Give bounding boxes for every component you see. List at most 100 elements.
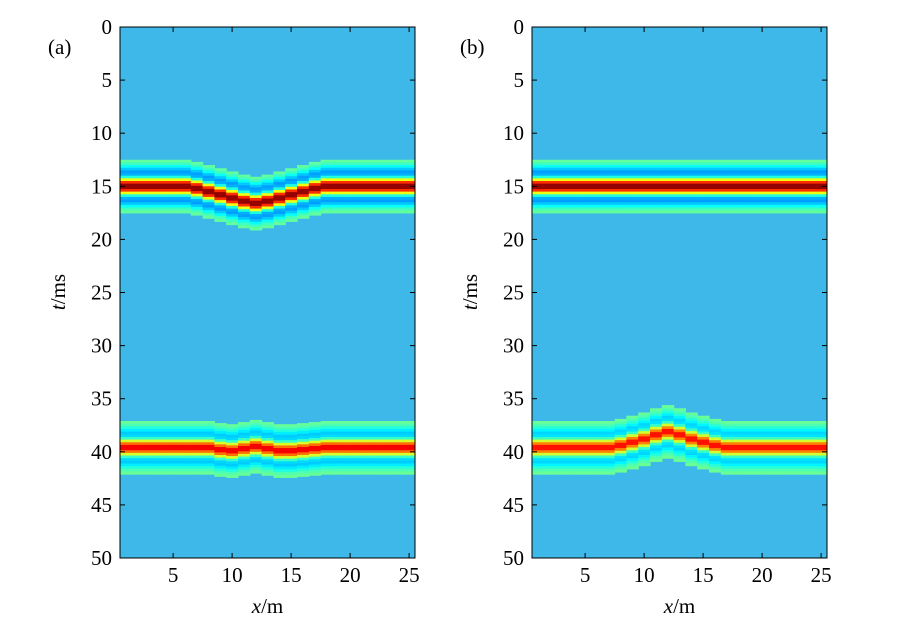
heatmap-cell [791, 165, 804, 169]
heatmap-cell [190, 463, 204, 467]
heatmap-cell [367, 436, 381, 441]
heatmap-cell [332, 434, 345, 438]
heatmap-cell [344, 444, 357, 449]
heatmap-cell [261, 211, 274, 216]
heatmap-cell [167, 196, 180, 201]
heatmap-cell [308, 456, 322, 460]
heatmap-cell [673, 199, 686, 203]
heatmap-cell [614, 186, 627, 190]
heatmap-cell [261, 187, 274, 192]
heatmap-cell [356, 175, 369, 179]
heatmap-cell [756, 444, 769, 449]
y-axis-label: t/ms [46, 274, 70, 310]
heatmap-cell [391, 428, 404, 433]
heatmap-cell [709, 432, 722, 436]
heatmap-cell [356, 460, 369, 465]
heatmap-cell [344, 423, 357, 427]
y-tick-label: 15 [503, 174, 524, 198]
heatmap-cell [709, 429, 722, 433]
heatmap-cell [403, 439, 415, 443]
heatmap-cell [614, 418, 627, 423]
heatmap-cell [249, 425, 263, 429]
heatmap-cell [320, 196, 333, 201]
heatmap-cell [720, 178, 734, 182]
heatmap-cell [367, 204, 381, 209]
heatmap-cell [391, 194, 404, 198]
heatmap-cell [155, 175, 168, 179]
heatmap-cell [238, 198, 251, 202]
heatmap-cell [226, 171, 239, 175]
heatmap-cell [367, 162, 381, 166]
heatmap-cell [214, 210, 227, 214]
heatmap-cell [579, 204, 592, 209]
heatmap-cell [273, 469, 286, 473]
heatmap-cell [732, 458, 745, 462]
heatmap-cell [591, 165, 604, 169]
heatmap-cell [226, 195, 239, 199]
heatmap-cell [120, 466, 133, 470]
plot-background [532, 27, 827, 558]
heatmap-cell [650, 159, 663, 164]
heatmap-cell [815, 202, 827, 206]
heatmap-cell [779, 162, 793, 166]
heatmap-cell [768, 165, 781, 169]
heatmap-cell [555, 426, 568, 430]
heatmap-cell [379, 175, 392, 179]
heatmap-cell [732, 428, 745, 433]
heatmap-cell [732, 207, 745, 211]
heatmap-cell [249, 422, 263, 426]
heatmap-cell [297, 441, 310, 445]
heatmap-cell [403, 165, 415, 169]
heatmap-cell [167, 178, 180, 182]
heatmap-cell [768, 159, 781, 164]
heatmap-cell [308, 461, 322, 466]
heatmap-cell [732, 436, 745, 441]
heatmap-cell [732, 167, 745, 171]
heatmap-cell [685, 199, 698, 203]
heatmap-cell [697, 460, 710, 465]
heatmap-cell [308, 172, 322, 176]
heatmap-cell [379, 207, 392, 211]
heatmap-cell [143, 191, 156, 195]
heatmap-cell [202, 165, 215, 169]
heatmap-cell [344, 452, 357, 457]
heatmap-cell [602, 204, 616, 209]
heatmap-cell [803, 463, 816, 467]
heatmap-cell [744, 431, 757, 435]
heatmap-cell [673, 416, 686, 420]
heatmap-cell [638, 460, 651, 464]
heatmap-cell [214, 431, 227, 435]
heatmap-cell [179, 428, 192, 433]
heatmap-cell [403, 450, 415, 454]
heatmap-cell [249, 219, 263, 223]
heatmap-cell [661, 210, 675, 214]
heatmap-cell [238, 448, 251, 452]
heatmap-cell [673, 183, 686, 187]
heatmap-cell [202, 428, 215, 433]
heatmap-cell [190, 191, 204, 195]
heatmap-cell [709, 188, 722, 193]
heatmap-cell [297, 454, 310, 459]
heatmap-cell [285, 210, 298, 214]
heatmap-cell [403, 204, 415, 209]
heatmap-cell [650, 434, 663, 439]
heatmap-cell [155, 173, 168, 177]
heatmap-cell [131, 460, 145, 465]
heatmap-cell [131, 188, 145, 193]
heatmap-cell [638, 202, 651, 206]
heatmap-cell [202, 210, 215, 214]
heatmap-cell [214, 205, 227, 209]
heatmap-cell [744, 207, 757, 211]
heatmap-cell [815, 210, 827, 214]
heatmap-cell [650, 440, 663, 444]
heatmap-cell [273, 464, 286, 468]
heatmap-cell [732, 468, 745, 473]
heatmap-cell [791, 170, 804, 174]
heatmap-cell [532, 421, 545, 425]
heatmap-cell [685, 170, 698, 174]
heatmap-cell [367, 468, 381, 473]
heatmap-cell [543, 210, 557, 214]
heatmap-cell [131, 204, 145, 209]
heatmap-cell [650, 180, 663, 185]
heatmap-cell [120, 196, 133, 201]
